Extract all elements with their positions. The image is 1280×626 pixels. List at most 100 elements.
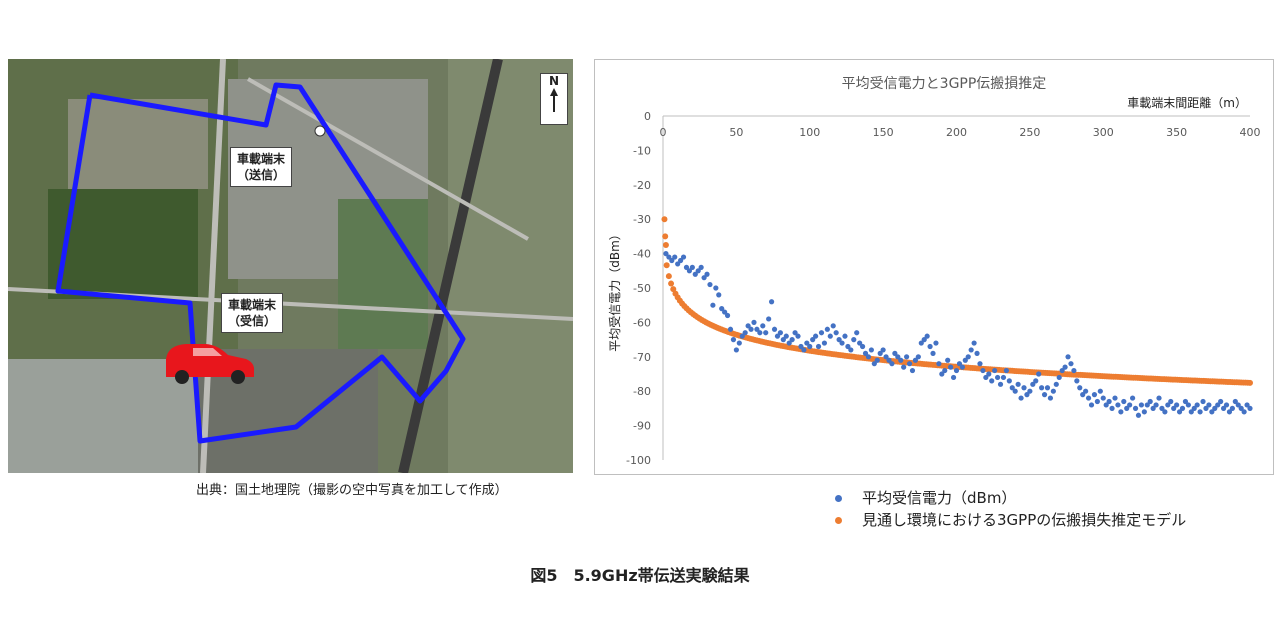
measured-point [736, 340, 742, 346]
measured-point [1065, 354, 1071, 360]
measured-point [783, 333, 789, 339]
measured-point [915, 354, 921, 360]
measured-point [865, 354, 872, 360]
north-arrow-icon [550, 88, 558, 112]
measured-point [1033, 378, 1039, 384]
measured-point [959, 364, 965, 370]
measured-point [898, 357, 904, 363]
measured-point [965, 354, 971, 360]
model-point [668, 280, 675, 287]
measured-point [716, 292, 722, 298]
north-indicator: N [540, 73, 568, 125]
measured-point [724, 312, 731, 319]
measured-point [1006, 378, 1012, 384]
measured-point [1218, 398, 1224, 405]
measured-point [1027, 388, 1033, 394]
measured-point [1106, 398, 1112, 405]
measured-point [1097, 388, 1103, 394]
measured-point [777, 330, 783, 336]
measured-point [1109, 405, 1115, 411]
model-point [662, 242, 669, 248]
measured-point [1215, 402, 1221, 408]
measured-point [1191, 405, 1197, 411]
measured-point [1024, 392, 1030, 398]
measured-point [766, 316, 772, 322]
chart-legend: 平均受信電力（dBm） 見通し環境における3GPPの伝搬損失推定モデル [835, 487, 1186, 531]
measured-point [1118, 409, 1124, 415]
receiver-callout: 車載端末 （受信） [221, 293, 284, 333]
sender-label-line1: 車載端末 [237, 152, 286, 166]
measured-point [1229, 405, 1235, 411]
measured-point [845, 343, 851, 350]
measured-point [936, 361, 942, 367]
measured-point [807, 343, 813, 350]
measured-point [1182, 398, 1189, 405]
measured-point [968, 347, 974, 353]
x-tick-label: 150 [873, 126, 894, 139]
measured-point [886, 357, 892, 363]
measured-point [1212, 405, 1218, 411]
y-tick-label: -20 [633, 179, 651, 192]
measured-point [774, 333, 781, 339]
measured-point [1203, 405, 1209, 411]
measured-point [1036, 371, 1042, 377]
measured-point [1223, 402, 1230, 408]
measured-point [848, 347, 854, 353]
measured-point [1141, 409, 1147, 415]
measured-point [906, 361, 913, 367]
measured-point [1179, 405, 1186, 411]
y-tick-label: -90 [633, 420, 651, 433]
measured-point [1018, 395, 1024, 401]
measured-point [1171, 405, 1177, 411]
measured-point [1074, 378, 1080, 384]
measured-point [974, 350, 980, 356]
measured-point [680, 254, 687, 260]
measured-point [1130, 395, 1136, 401]
measured-point [857, 340, 863, 346]
measured-point [1194, 402, 1200, 408]
y-tick-label: -60 [633, 316, 651, 329]
measurement-route [55, 82, 466, 444]
legend-marker-blue [835, 494, 842, 502]
measured-point [1030, 381, 1036, 387]
measured-point [675, 261, 681, 267]
y-axis-label: 平均受信電力（dBm） [608, 228, 622, 352]
measured-point [912, 357, 919, 363]
aerial-map: 車載端末 （送信） 車載端末 （受信） N [8, 59, 573, 473]
measured-point [768, 299, 775, 305]
aerial-photo [8, 59, 573, 473]
measured-point [1085, 395, 1092, 401]
measured-point [1144, 402, 1150, 408]
measured-point [686, 268, 693, 274]
sender-position-marker [314, 125, 326, 137]
measured-point [733, 347, 739, 353]
measured-point [1247, 405, 1253, 411]
legend-item-received-power: 平均受信電力（dBm） [835, 487, 1186, 509]
north-label: N [548, 74, 560, 88]
measured-point [821, 340, 828, 346]
measured-point [727, 326, 734, 332]
measured-point [663, 251, 669, 257]
measured-point [827, 333, 833, 339]
measured-point [1150, 405, 1156, 411]
x-tick-label: 100 [799, 126, 820, 139]
y-tick-label: -40 [633, 248, 651, 261]
sender-label-line2: （送信） [237, 168, 286, 182]
measured-point [874, 357, 880, 363]
measured-point [1168, 398, 1174, 405]
measured-point [901, 364, 907, 370]
measured-point [1174, 402, 1180, 408]
measured-point [1226, 409, 1233, 415]
x-axis-label: 車載端末間距離（m） [1127, 96, 1247, 110]
measured-point [704, 271, 710, 277]
measured-point [745, 323, 751, 329]
measured-point [748, 326, 754, 332]
measured-point [804, 340, 810, 346]
measured-point [1159, 405, 1165, 411]
measured-point [1244, 402, 1250, 408]
measured-point [742, 330, 748, 336]
measured-point [1232, 398, 1238, 405]
measured-point [948, 364, 954, 370]
measured-point [1077, 385, 1083, 391]
measured-point [1112, 395, 1118, 401]
